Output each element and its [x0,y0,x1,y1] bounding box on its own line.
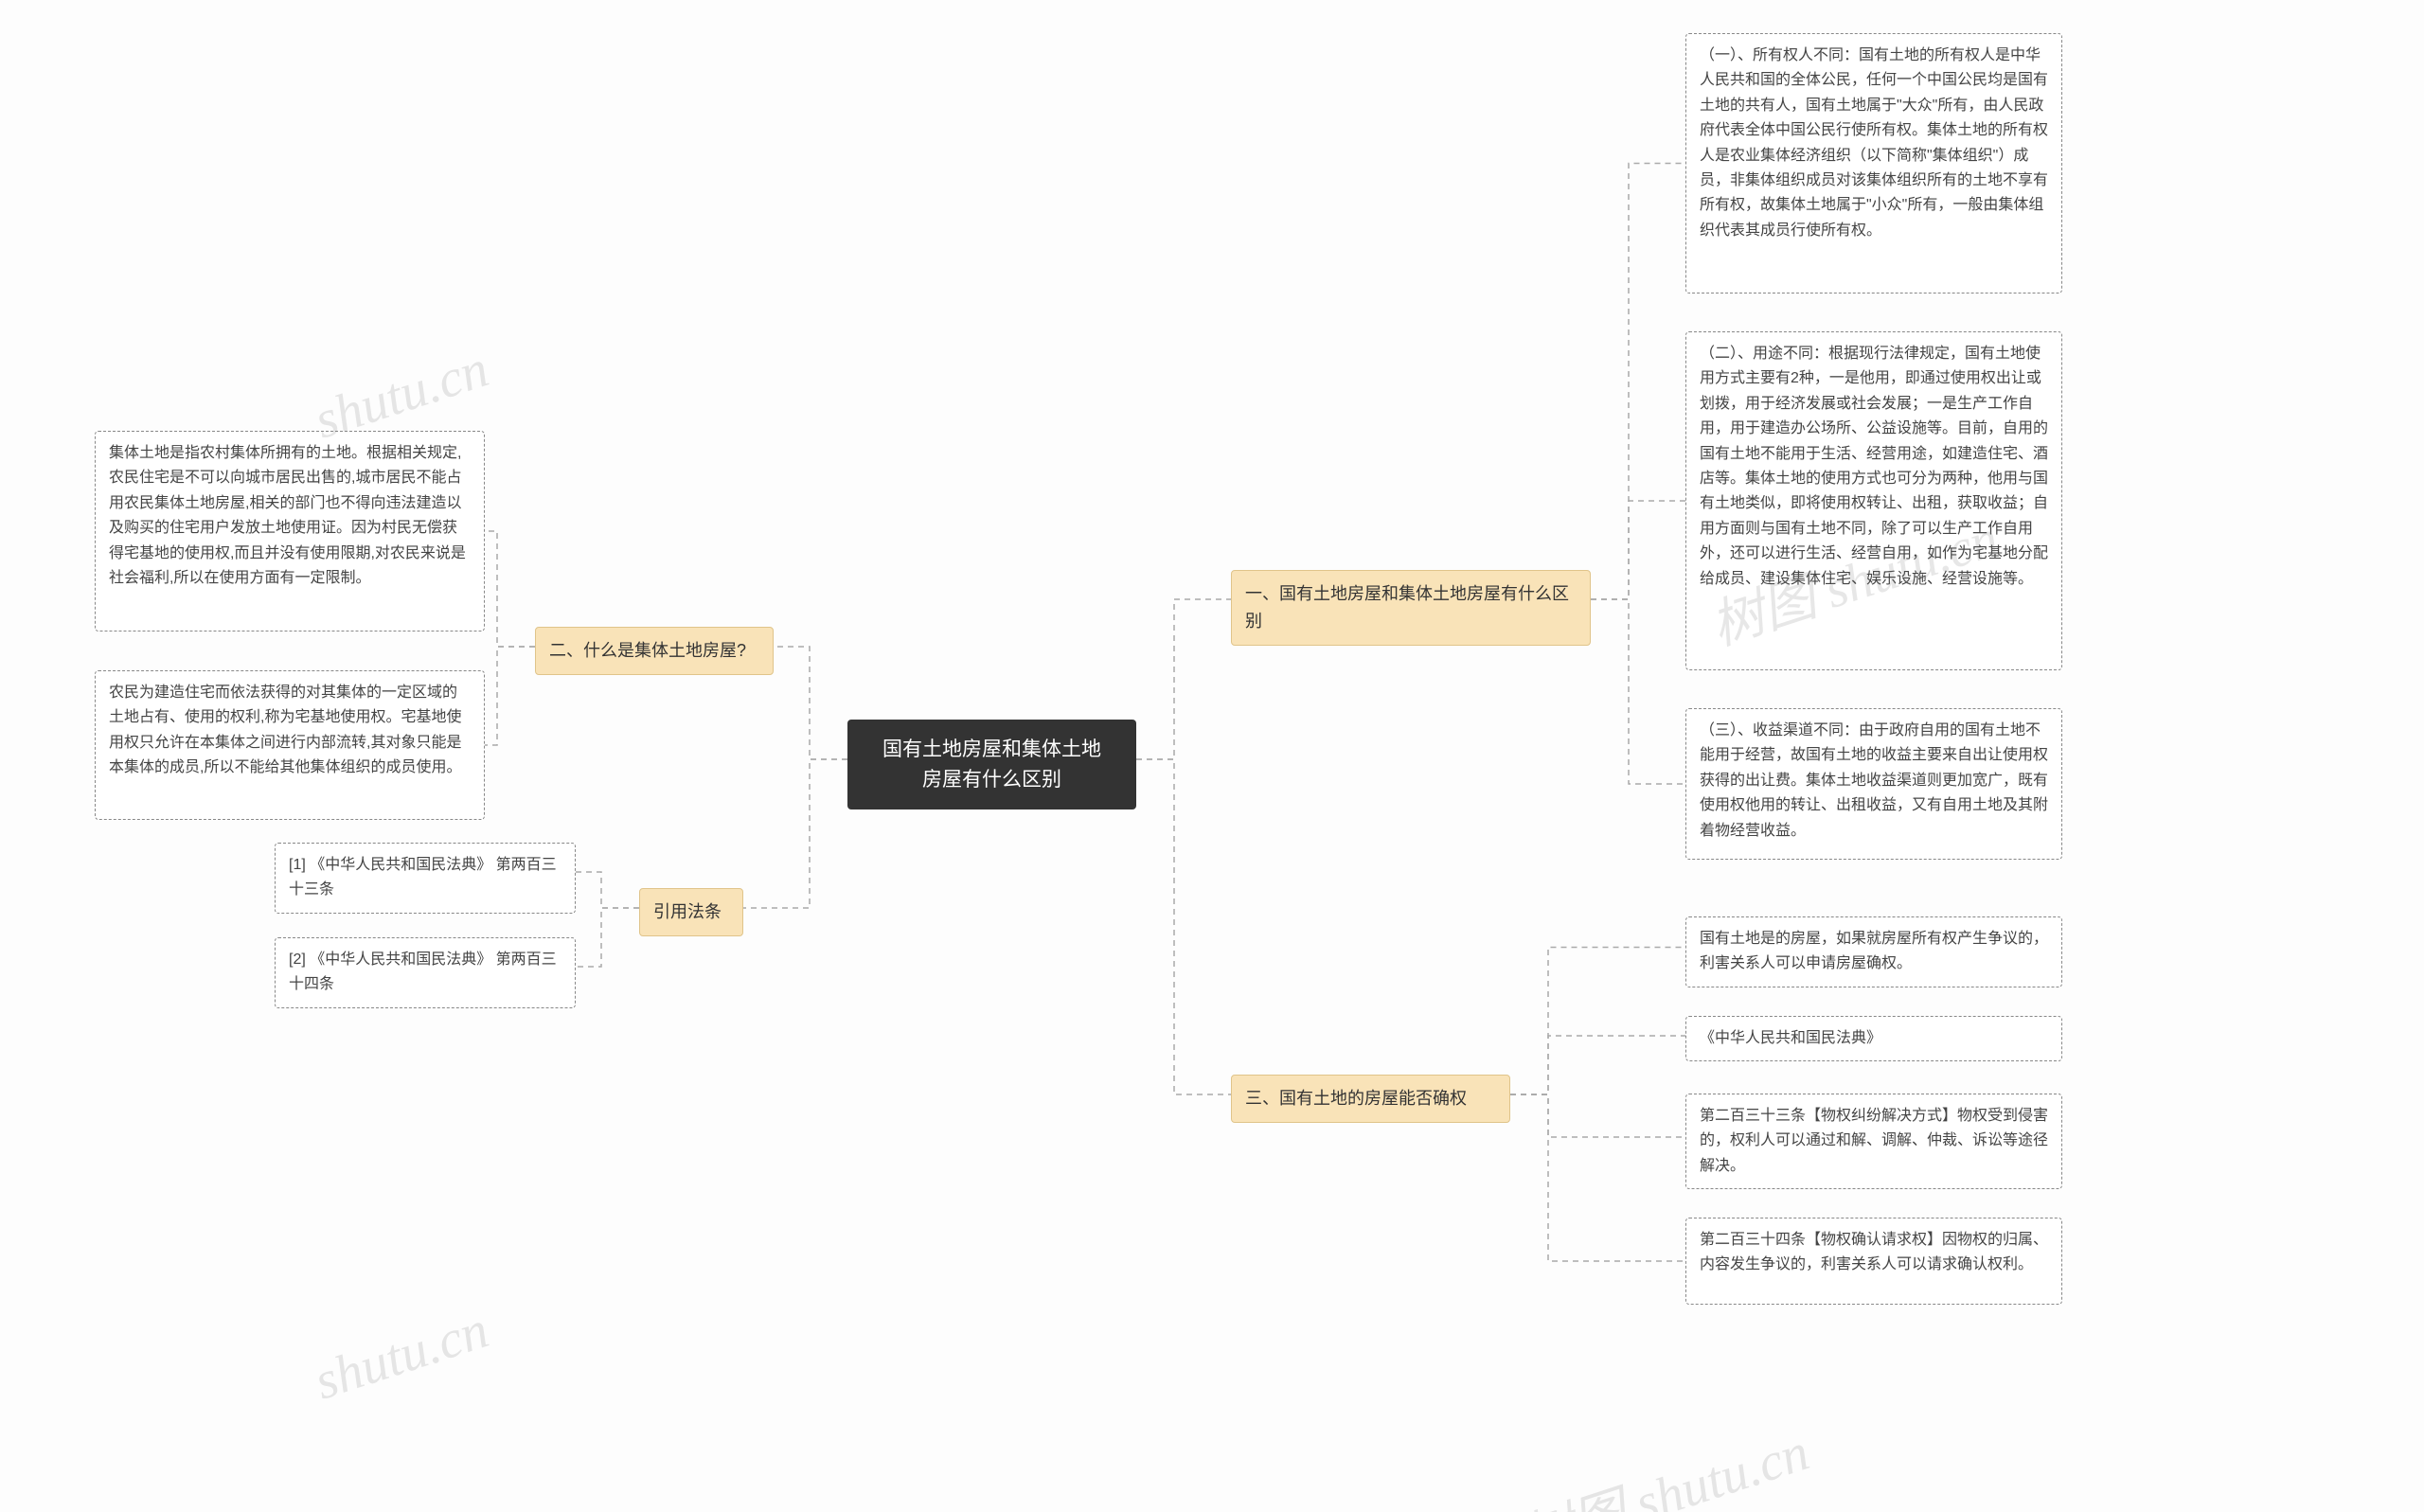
root-node: 国有土地房屋和集体土地 房屋有什么区别 [847,720,1136,809]
leaf-l1: （一）、所有权人不同：国有土地的所有权人是中华人民共和国的全体公民，任何一个中国… [1685,33,2062,294]
branch-b1: 一、国有土地房屋和集体土地房屋有什么区别 [1231,570,1591,646]
leaf-l10: [1] 《中华人民共和国民法典》 第两百三十三条 [275,843,576,914]
watermark: 树图 shutu.cn [1510,1409,1817,1512]
leaf-l9: 农民为建造住宅而依法获得的对其集体的一定区域的土地占有、使用的权利,称为宅基地使… [95,670,485,820]
leaf-l2: （二）、用途不同：根据现行法律规定，国有土地使用方式主要有2种，一是他用，即通过… [1685,331,2062,670]
leaf-l5: 《中华人民共和国民法典》 [1685,1016,2062,1061]
branch-b4: 引用法条 [639,888,743,936]
leaf-l8: 集体土地是指农村集体所拥有的土地。根据相关规定,农民住宅是不可以向城市居民出售的… [95,431,485,631]
watermark: shutu.cn [308,1299,496,1412]
leaf-l11: [2] 《中华人民共和国民法典》 第两百三十四条 [275,937,576,1008]
branch-b2: 二、什么是集体土地房屋? [535,627,774,675]
leaf-l3: （三）、收益渠道不同：由于政府自用的国有土地不能用于经营，故国有土地的收益主要来… [1685,708,2062,860]
leaf-l4: 国有土地是的房屋，如果就房屋所有权产生争议的，利害关系人可以申请房屋确权。 [1685,916,2062,987]
branch-b3: 三、国有土地的房屋能否确权 [1231,1075,1510,1123]
leaf-l7: 第二百三十四条【物权确认请求权】因物权的归属、内容发生争议的，利害关系人可以请求… [1685,1218,2062,1305]
leaf-l6: 第二百三十三条【物权纠纷解决方式】物权受到侵害的，权利人可以通过和解、调解、仲裁… [1685,1094,2062,1189]
